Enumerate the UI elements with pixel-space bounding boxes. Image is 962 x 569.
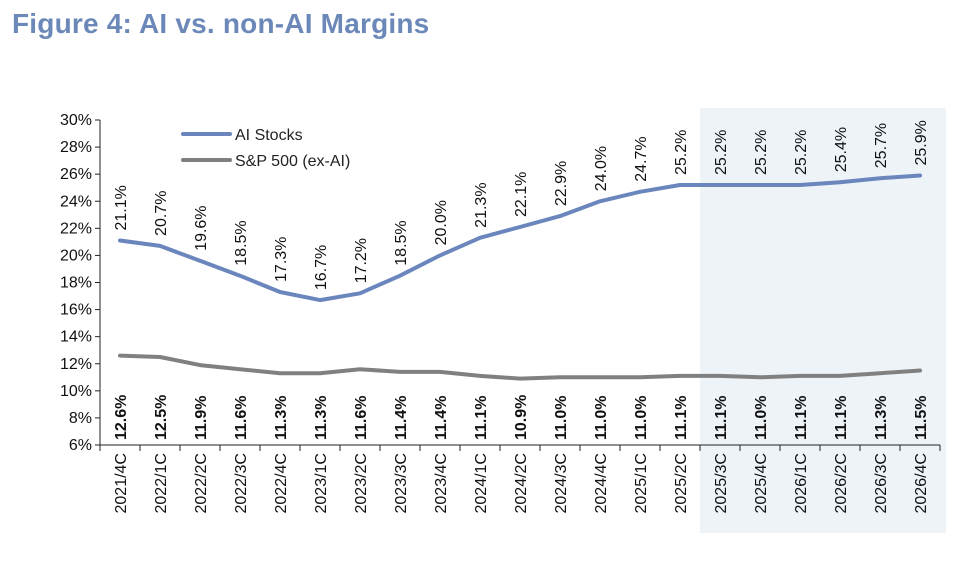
x-tick-label: 2023/1C [313, 453, 330, 514]
ai-data-label: 20.7% [153, 191, 170, 236]
sp500-data-label: 11.0% [753, 396, 770, 440]
sp500-data-label: 11.9% [193, 396, 210, 440]
sp500-data-label: 11.6% [233, 396, 250, 440]
x-tick-label: 2025/3C [713, 453, 730, 514]
sp500-data-label: 12.5% [153, 395, 170, 440]
ai-data-label: 21.3% [473, 182, 490, 227]
x-tick-label: 2023/3C [393, 453, 410, 514]
sp500-data-label: 11.6% [353, 396, 370, 440]
ai-stocks-line [118, 173, 922, 303]
x-tick-label: 2022/2C [193, 453, 210, 514]
ai-data-label: 22.9% [553, 161, 570, 206]
ai-data-label: 25.2% [793, 130, 810, 175]
x-tick-label: 2025/4C [753, 453, 770, 514]
ai-data-label: 25.2% [753, 130, 770, 175]
sp500-data-label: 11.5% [913, 396, 930, 440]
x-tick-label: 2025/2C [673, 453, 690, 514]
sp500-data-label: 11.1% [713, 396, 730, 440]
x-tick-label: 2022/1C [153, 453, 170, 514]
x-tick-label: 2025/1C [633, 453, 650, 514]
ai-data-label: 20.0% [433, 200, 450, 245]
x-tick-label: 2023/4C [433, 453, 450, 514]
x-tick-label: 2024/1C [473, 453, 490, 514]
y-tick-label: 30% [60, 112, 92, 129]
x-tick-label: 2024/4C [593, 453, 610, 514]
y-tick-label: 16% [60, 302, 92, 319]
ai-data-label: 24.0% [593, 146, 610, 191]
x-tick-label: 2022/4C [273, 453, 290, 514]
sp500-data-label: 10.9% [513, 395, 530, 440]
y-tick-label: 20% [60, 247, 92, 264]
x-tick-label: 2021/4C [113, 453, 130, 514]
ai-data-label: 24.7% [633, 136, 650, 181]
sp500-data-label: 11.3% [873, 396, 890, 440]
sp500-data-label: 11.3% [313, 396, 330, 440]
y-tick-label: 22% [60, 220, 92, 237]
x-tick-label: 2026/3C [873, 453, 890, 514]
y-tick-label: 12% [60, 356, 92, 373]
ai-data-label: 19.6% [193, 205, 210, 250]
ai-data-label: 25.9% [913, 120, 930, 165]
x-tick-label: 2022/3C [233, 453, 250, 514]
legend-label: S&P 500 (ex-AI) [235, 153, 350, 170]
ai-data-label: 17.2% [353, 238, 370, 283]
ai-data-label: 25.2% [673, 130, 690, 175]
y-tick-label: 8% [69, 410, 92, 427]
x-tick-label: 2024/3C [553, 453, 570, 514]
sp500-data-label: 12.6% [113, 395, 130, 440]
sp500-data-label: 11.0% [553, 396, 570, 440]
x-tick-label: 2026/1C [793, 453, 810, 514]
sp500-ex-ai-line [118, 353, 922, 381]
sp500-data-label: 11.1% [473, 396, 490, 440]
y-tick-label: 14% [60, 329, 92, 346]
y-tick-label: 10% [60, 383, 92, 400]
sp500-data-label: 11.4% [393, 396, 410, 440]
y-tick-label: 6% [69, 437, 92, 454]
ai-data-label: 22.1% [513, 172, 530, 217]
sp500-data-label: 11.3% [273, 396, 290, 440]
y-tick-label: 18% [60, 275, 92, 292]
sp500-data-label: 11.0% [593, 396, 610, 440]
x-tick-label: 2026/4C [913, 453, 930, 514]
x-tick-label: 2026/2C [833, 453, 850, 514]
ai-data-label: 17.3% [273, 237, 290, 282]
x-tick-label: 2023/2C [353, 453, 370, 514]
y-tick-label: 26% [60, 166, 92, 183]
ai-data-label: 18.5% [233, 220, 250, 265]
ai-data-label: 25.7% [873, 123, 890, 168]
legend-label: AI Stocks [235, 127, 303, 144]
x-tick-label: 2024/2C [513, 453, 530, 514]
ai-data-label: 25.2% [713, 130, 730, 175]
ai-data-label: 25.4% [833, 127, 850, 172]
ai-data-label: 18.5% [393, 220, 410, 265]
y-tick-label: 28% [60, 139, 92, 156]
sp500-data-label: 11.1% [793, 396, 810, 440]
sp500-data-label: 11.1% [833, 396, 850, 440]
sp500-data-label: 11.0% [633, 396, 650, 440]
ai-data-label: 16.7% [313, 245, 330, 290]
ai-data-label: 21.1% [113, 185, 130, 230]
sp500-data-label: 11.1% [673, 396, 690, 440]
sp500-data-label: 11.4% [433, 396, 450, 440]
forecast-region [700, 108, 946, 533]
y-tick-label: 24% [60, 193, 92, 210]
chart-title: Figure 4: AI vs. non-AI Margins [12, 8, 430, 39]
